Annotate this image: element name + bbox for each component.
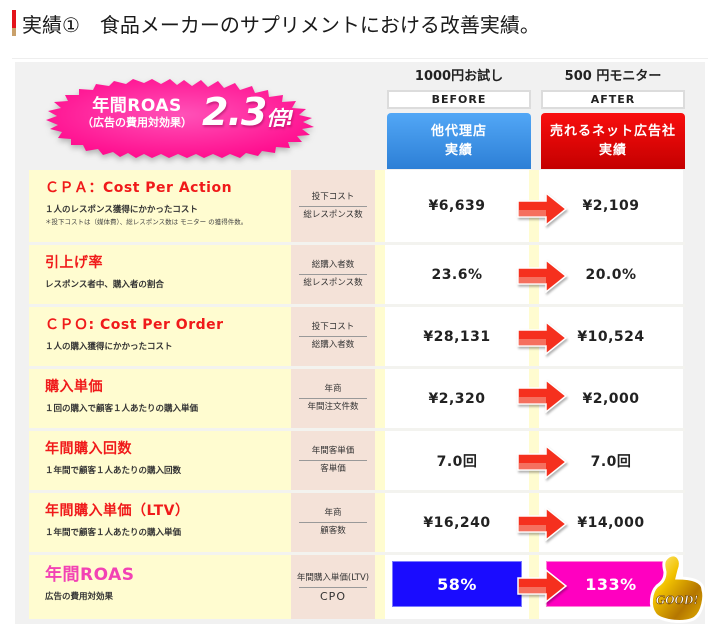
right-arrow-icon [516,506,568,542]
metric-title: ＣＰＡ：Cost Per Action [45,180,233,196]
roas-starburst: 年間ROAS （広告の費用対効果） 2.3倍! [40,78,328,158]
after-title: 500 円モニター [564,69,662,84]
metric-formula: 年商 顧客数 [291,493,375,552]
column-before-header: 1000円お試し BEFORE 他代理店 実績 [387,66,531,169]
table-row: 購入単価 １回の購入で顧客１人あたりの購入単価 年商 年間注文件数 ¥2,320… [29,369,685,431]
table-row: ＣＰＡ：Cost Per Action １人のレスポンス獲得にかかったコスト ＊… [29,170,685,245]
metric-title: ＣＰＯ: Cost Per Order [45,317,224,333]
column-after-header: 500 円モニター AFTER 売れるネット広告社 実績 [541,66,685,169]
metric-title: 年間購入単価（LTV） [45,503,190,519]
metric-description: １人の購入獲得にかかったコスト [45,342,173,352]
page-title: 実績① 食品メーカーのサプリメントにおける改善実績。 [22,12,540,37]
metric-title: 購入単価 [45,379,103,395]
metric-title: 年間ROAS [45,565,135,585]
page-heading: 実績① 食品メーカーのサプリメントにおける改善実績。 [12,8,540,38]
metric-label: 年間購入単価（LTV） １年間で顧客１人あたりの購入単価 [29,493,291,552]
table-row: ＣＰＯ: Cost Per Order １人の購入獲得にかかったコスト 投下コス… [29,307,685,369]
metric-label: 引上げ率 レスポンス者中、購入者の割合 [29,245,291,304]
right-arrow-icon [516,258,568,294]
before-roas-value: 58% [392,561,522,607]
after-value: ¥2,000 [539,369,683,428]
metric-label: ＣＰＯ: Cost Per Order １人の購入獲得にかかったコスト [29,307,291,366]
metric-formula: 年間購入単価(LTV) CPO [291,555,375,619]
before-value: 7.0回 [385,431,529,490]
before-value: ¥6,639 [385,170,529,242]
metric-label: 年間購入回数 １年間で顧客１人あたりの購入回数 [29,431,291,490]
before-value: 23.6% [385,245,529,304]
heading-divider [12,58,708,59]
table-row: 年間購入単価（LTV） １年間で顧客１人あたりの購入単価 年商 顧客数 ¥16,… [29,493,685,555]
before-value: ¥16,240 [385,493,529,552]
metric-description: １年間で顧客１人あたりの購入回数 [45,466,182,476]
metric-label: ＣＰＡ：Cost Per Action １人のレスポンス獲得にかかったコスト ＊… [29,170,291,242]
metric-formula: 投下コスト 総レスポンス数 [291,170,375,242]
metric-description: １回の購入で顧客１人あたりの購入単価 [45,404,199,414]
heading-accent-bar [12,10,16,36]
right-arrow-icon [516,378,568,414]
metric-formula: 年商 年間注文件数 [291,369,375,428]
table-row: 引上げ率 レスポンス者中、購入者の割合 総購入者数 総レスポンス数 23.6% … [29,245,685,307]
before-value: ¥2,320 [385,369,529,428]
metric-description: １年間で顧客１人あたりの購入単価 [45,528,182,538]
starburst-icon [46,79,314,158]
after-badge: 売れるネット広告社 実績 [541,113,685,169]
metric-label: 年間ROAS 広告の費用対効果 [29,555,291,619]
metric-description: 広告の費用対効果 [45,592,114,602]
table-row: 年間購入回数 １年間で顧客１人あたりの購入回数 年間客単価 客単価 7.0回 7… [29,431,685,493]
metric-formula: 投下コスト 総購入者数 [291,307,375,366]
right-arrow-icon [516,444,568,480]
svg-text:GOOD!: GOOD! [656,592,699,607]
right-arrow-icon [516,320,568,356]
table-row-roas: 年間ROAS 広告の費用対効果 年間購入単価(LTV) CPO 58% 133% [29,555,685,627]
right-arrow-icon [516,191,568,227]
after-tag: AFTER [541,90,685,109]
metrics-table: ＣＰＡ：Cost Per Action １人のレスポンス獲得にかかったコスト ＊… [29,170,685,627]
right-arrow-icon [516,568,568,604]
before-value: ¥28,131 [385,307,529,366]
metric-title: 引上げ率 [45,255,103,271]
before-title: 1000円お試し [414,69,504,84]
metric-formula: 年間客単価 客単価 [291,431,375,490]
before-badge: 他代理店 実績 [387,113,531,169]
burst-label: 年間ROAS （広告の費用対効果） [82,96,192,129]
metric-formula: 総購入者数 総レスポンス数 [291,245,375,304]
metric-label: 購入単価 １回の購入で顧客１人あたりの購入単価 [29,369,291,428]
burst-value: 2.3倍! [202,90,294,134]
metric-title: 年間購入回数 [45,441,132,457]
metric-description: １人のレスポンス獲得にかかったコスト [45,205,198,215]
metric-description: レスポンス者中、購入者の割合 [45,280,164,290]
before-tag: BEFORE [387,90,531,109]
thumbs-up-good-icon: GOOD! [647,552,707,624]
metric-note: ＊投下コストは（媒体費）、総レスポンス数は モニター の獲得件数。 [45,218,248,226]
